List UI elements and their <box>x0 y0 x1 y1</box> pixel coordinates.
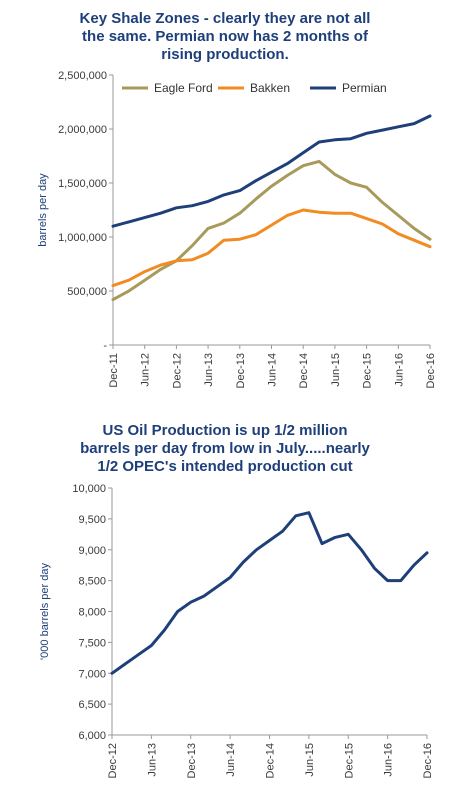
series-line-bakken <box>111 208 432 288</box>
y-tick-label: 7,500 <box>78 637 106 649</box>
y-tick-label: 8,000 <box>78 607 106 619</box>
y-tick-label: 6,500 <box>78 699 106 711</box>
x-tick-label: Dec-14 <box>265 743 277 778</box>
series-line-series-0 <box>110 511 429 675</box>
x-tick-label: Jun-16 <box>383 743 395 777</box>
series-line-eagle-ford <box>111 159 432 302</box>
y-tick-label: - <box>103 340 107 352</box>
y-tick-label: 1,500,000 <box>58 178 107 190</box>
x-tick-label: Dec-14 <box>298 353 310 388</box>
x-tick-label: Dec-16 <box>422 743 434 778</box>
series-line-permian <box>111 114 432 228</box>
x-tick-label: Dec-16 <box>425 353 437 388</box>
x-tick-label: Jun-16 <box>393 353 405 387</box>
y-tick-label: 6,000 <box>78 730 106 742</box>
x-tick-label: Jun-14 <box>225 743 237 777</box>
x-tick-label: Dec-12 <box>171 353 183 388</box>
x-tick-label: Dec-11 <box>108 353 120 388</box>
legend-label: Bakken <box>250 81 290 95</box>
chart1-title: Key Shale Zones - clearly they are not a… <box>79 10 371 63</box>
x-tick-label: Dec-13 <box>186 743 198 778</box>
y-tick-label: 2,500,000 <box>58 70 107 82</box>
y-tick-label: 7,000 <box>78 668 106 680</box>
x-tick-label: Jun-13 <box>203 353 215 387</box>
x-tick-label: Dec-13 <box>235 353 247 388</box>
x-tick-label: Jun-13 <box>146 743 158 777</box>
legend-label: Permian <box>342 81 387 95</box>
x-tick-label: Dec-15 <box>343 743 355 778</box>
chart2-title: US Oil Production is up 1/2 million barr… <box>80 422 370 475</box>
y-tick-label: 2,000,000 <box>58 124 107 136</box>
y-tick-label: 10,000 <box>72 483 106 495</box>
y-tick-label: 1,000,000 <box>58 232 107 244</box>
x-tick-label: Jun-15 <box>330 353 342 387</box>
x-tick-label: Dec-12 <box>107 743 119 778</box>
y-axis-label: '000 barrels per day <box>39 563 51 660</box>
x-tick-label: Jun-14 <box>267 353 279 387</box>
x-tick-label: Dec-15 <box>362 353 374 388</box>
y-axis-label: barrels per day <box>37 173 49 247</box>
x-tick-label: Jun-12 <box>140 353 152 387</box>
legend-label: Eagle Ford <box>154 81 213 95</box>
y-tick-label: 9,000 <box>78 545 106 557</box>
x-tick-label: Jun-15 <box>304 743 316 777</box>
shale-chart: - 500,000 1,000,000 1,500,000 2,000,000 2,500… <box>37 70 437 388</box>
y-tick-label: 8,500 <box>78 576 106 588</box>
y-tick-label: 9,500 <box>78 514 106 526</box>
y-tick-label: 500,000 <box>67 286 107 298</box>
